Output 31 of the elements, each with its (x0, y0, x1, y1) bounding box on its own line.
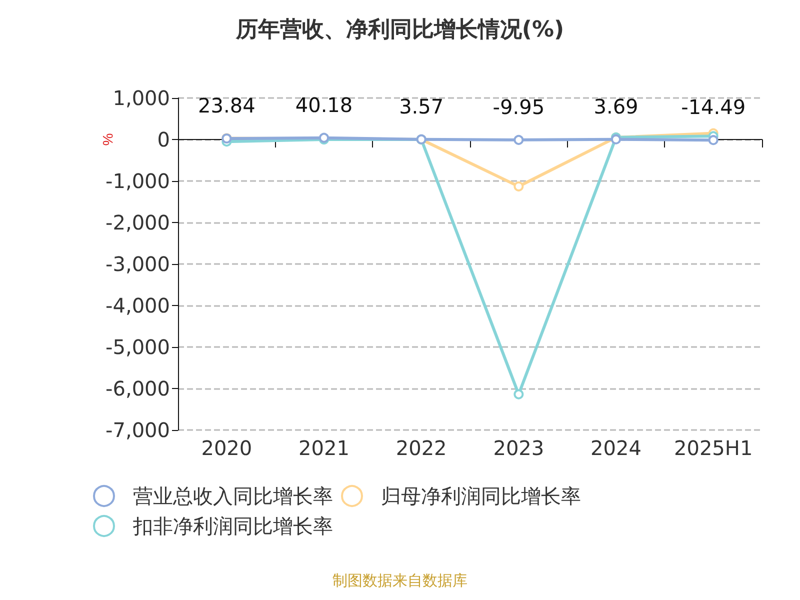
data-label: 40.18 (295, 92, 353, 117)
y-tick-label: -3,000 (106, 252, 170, 276)
y-tick-label: -6,000 (106, 376, 170, 400)
legend-label: 营业总收入同比增长率 (133, 484, 333, 508)
data-label: -9.95 (492, 94, 545, 119)
data-label: 23.84 (198, 94, 256, 118)
y-tick-label: 1,000 (112, 86, 170, 110)
legend-label: 归母净利润同比增长率 (381, 484, 581, 508)
y-axis-title: % (100, 133, 116, 146)
y-tick-label: -1,000 (106, 169, 170, 193)
text: 制图数据来自数据库 (332, 572, 468, 590)
data-label: 3.69 (594, 94, 638, 118)
y-tick-label: 0 (157, 128, 170, 152)
x-tick-label: 2024 (590, 436, 642, 460)
data-label: -14.49 (681, 95, 746, 120)
point (514, 134, 524, 145)
y-tick-label: -2,000 (106, 210, 170, 234)
y-tick-label: -7,000 (106, 418, 170, 442)
y-tick-label: -5,000 (106, 335, 170, 359)
point (514, 181, 524, 192)
y-tick-label: -4,000 (106, 294, 170, 318)
x-tick-label: 2025H1 (674, 436, 753, 460)
point (514, 389, 524, 400)
point (708, 135, 718, 146)
x-tick-label: 2022 (396, 436, 447, 460)
x-tick-label: 2020 (201, 436, 252, 460)
data-label: 3.57 (399, 94, 444, 118)
x-tick-label: 2021 (298, 436, 350, 460)
chart-title: 历年营收、净利同比增长情况(%) (234, 18, 564, 42)
legend-label: 扣非净利润同比增长率 (132, 514, 333, 538)
x-tick-label: 2023 (493, 436, 544, 460)
